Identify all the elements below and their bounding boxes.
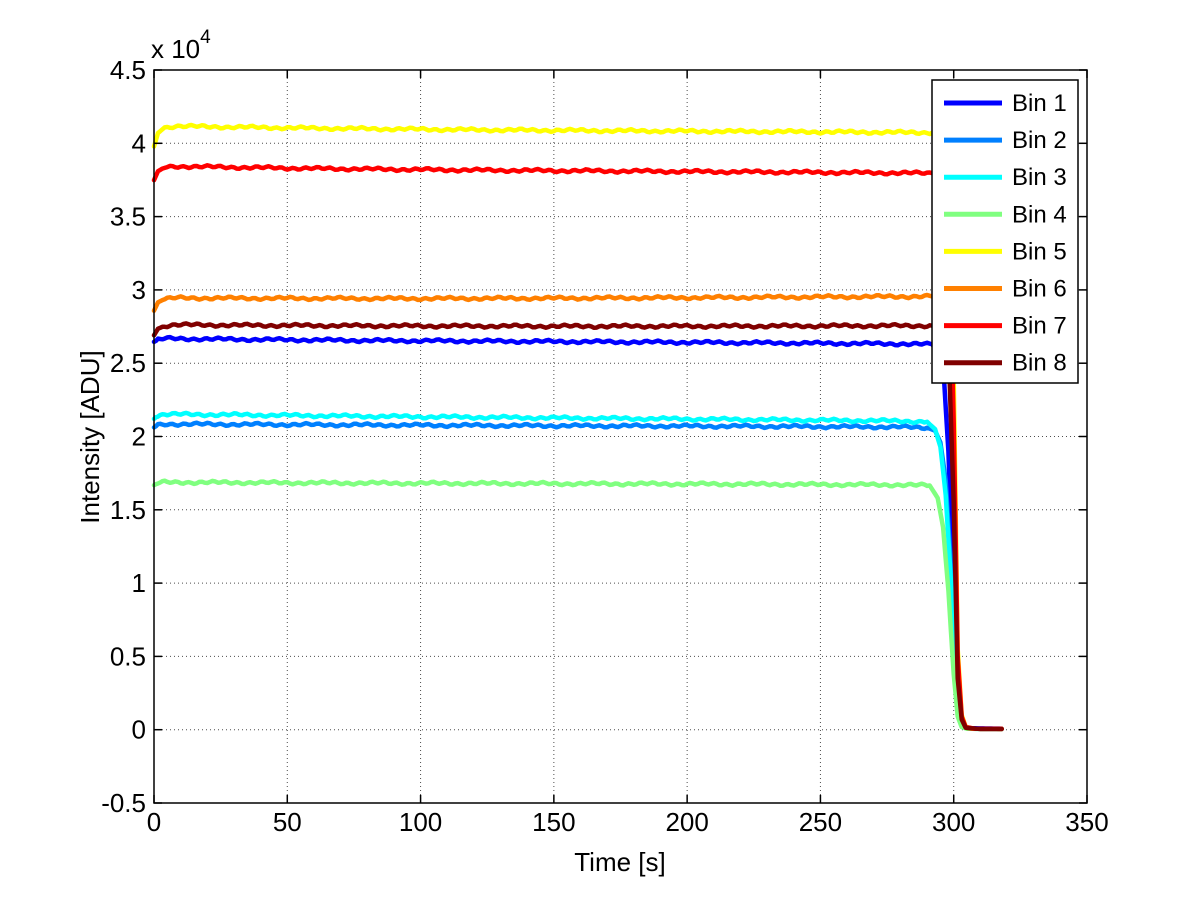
y-tick-label: 2 <box>132 422 146 452</box>
series-line-bin-3 <box>151 410 1004 732</box>
x-tick-label: 50 <box>273 807 302 837</box>
series-lines <box>151 122 1004 732</box>
x-tick-label: 100 <box>399 807 442 837</box>
y-tick-label: -0.5 <box>101 788 146 818</box>
y-axis-multiplier-base: x 10 <box>151 34 200 64</box>
x-tick-label: 0 <box>147 807 161 837</box>
series-line-bin-4 <box>151 478 1004 732</box>
legend-label-bin-2: Bin 2 <box>1012 127 1067 154</box>
legend-label-bin-8: Bin 8 <box>1012 350 1067 377</box>
y-tick-label: 2.5 <box>110 348 146 378</box>
y-axis-multiplier: x 104 <box>151 27 211 64</box>
y-tick-label: 1 <box>132 568 146 598</box>
legend-label-bin-5: Bin 5 <box>1012 238 1067 265</box>
y-axis-multiplier-exponent: 4 <box>200 27 211 48</box>
y-tick-label: 3 <box>132 275 146 305</box>
y-tick-label: 0 <box>132 715 146 745</box>
x-axis-title: Time [s] <box>574 847 665 877</box>
legend-label-bin-7: Bin 7 <box>1012 313 1067 340</box>
legend-label-bin-6: Bin 6 <box>1012 276 1067 303</box>
x-tick-label: 300 <box>932 807 975 837</box>
y-tick-label: 1.5 <box>110 495 146 525</box>
axes <box>153 69 1088 804</box>
legend-label-bin-1: Bin 1 <box>1012 90 1067 117</box>
y-tick-label: 4 <box>132 128 146 158</box>
legend-label-bin-3: Bin 3 <box>1012 164 1067 191</box>
series-line-bin-2 <box>151 420 1004 732</box>
x-tick-label: 200 <box>665 807 708 837</box>
series-line-bin-1 <box>151 334 1004 731</box>
y-axis-title: Intensity [ADU] <box>75 350 105 523</box>
y-tick-label: 0.5 <box>110 641 146 671</box>
series-line-bin-5 <box>151 122 1004 732</box>
legend-box <box>931 79 1079 384</box>
y-tick-label: 4.5 <box>110 55 146 85</box>
series-line-bin-6 <box>151 292 1004 732</box>
y-tick-label: 3.5 <box>110 202 146 232</box>
tick-labels: 0 50 100 150 200 250 300 350-0.500.511.522.533.… <box>101 55 1109 837</box>
series-line-bin-8 <box>151 321 1004 732</box>
legend: Bin 1 Bin 2 Bin 3 Bin 4 Bin 5 Bin 6 Bin 7 Bin 8 <box>931 79 1079 384</box>
x-tick-label: 150 <box>532 807 575 837</box>
series-line-bin-7 <box>151 163 1004 732</box>
x-tick-label: 250 <box>799 807 842 837</box>
x-tick-label: 350 <box>1065 807 1108 837</box>
legend-label-bin-4: Bin 4 <box>1012 201 1067 228</box>
